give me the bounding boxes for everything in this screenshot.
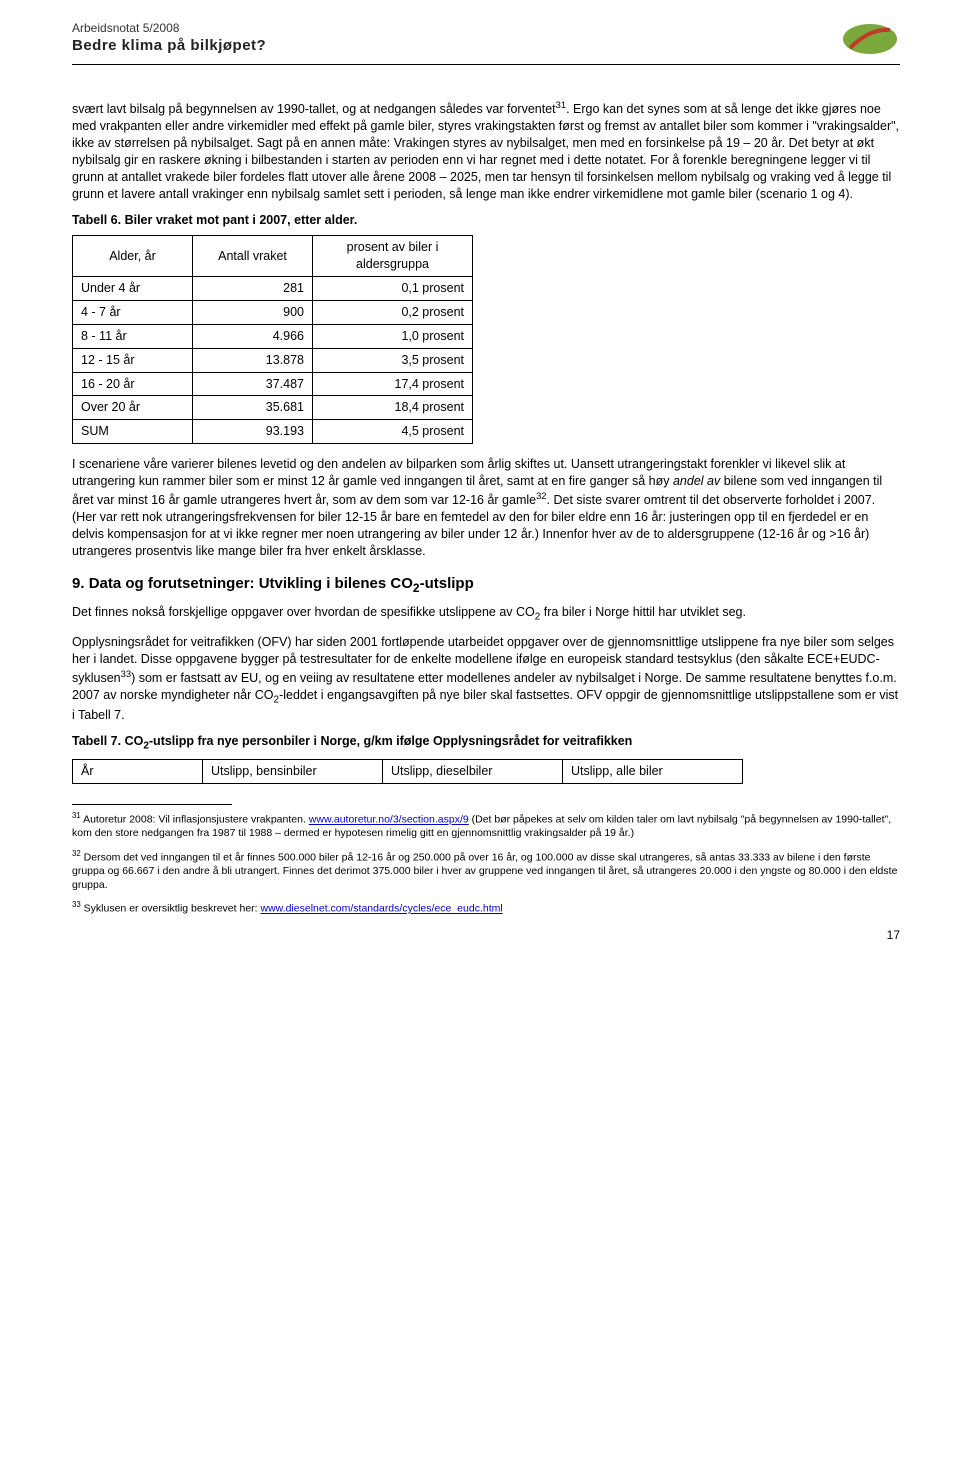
footnote-rule bbox=[72, 804, 232, 805]
table-header: Utslipp, dieselbiler bbox=[383, 760, 563, 784]
table-cell: 900 bbox=[193, 300, 313, 324]
footnote-link[interactable]: www.dieselnet.com/standards/cycles/ece_e… bbox=[261, 903, 503, 915]
footnote-ref: 32 bbox=[536, 491, 546, 501]
table-cell: 93.193 bbox=[193, 420, 313, 444]
footnote-number: 32 bbox=[72, 849, 81, 858]
text: -utslipp fra nye personbiler i Norge, g/… bbox=[149, 734, 632, 748]
table-header: Alder, år bbox=[73, 236, 193, 277]
text: . Ergo kan det synes som at så lenge det… bbox=[72, 102, 899, 200]
table-cell: 1,0 prosent bbox=[313, 324, 473, 348]
footnote-ref: 33 bbox=[121, 669, 131, 679]
text: Autoretur 2008: Vil inflasjonsjustere vr… bbox=[81, 814, 309, 826]
table-cell: 0,1 prosent bbox=[313, 277, 473, 301]
table-title: Tabell 6. Biler vraket mot pant i 2007, … bbox=[72, 212, 900, 229]
text: Dersom det ved inngangen til et år finne… bbox=[72, 852, 897, 891]
table-row: 16 - 20 år37.48717,4 prosent bbox=[73, 372, 473, 396]
table-cell: Under 4 år bbox=[73, 277, 193, 301]
footnote-32: 32 Dersom det ved inngangen til et år fi… bbox=[72, 849, 900, 892]
table-row: 12 - 15 år13.8783,5 prosent bbox=[73, 348, 473, 372]
table-cell: 3,5 prosent bbox=[313, 348, 473, 372]
footnote-33: 33 Syklusen er oversiktlig beskrevet her… bbox=[72, 900, 900, 916]
emphasis: andel av bbox=[673, 474, 720, 488]
body-paragraph: I scenariene våre varierer bilenes levet… bbox=[72, 456, 900, 559]
text: Det finnes nokså forskjellige oppgaver o… bbox=[72, 605, 535, 619]
table-cell: 4.966 bbox=[193, 324, 313, 348]
page-number: 17 bbox=[72, 927, 900, 943]
table-cell: 37.487 bbox=[193, 372, 313, 396]
body-paragraph: Det finnes nokså forskjellige oppgaver o… bbox=[72, 604, 900, 624]
table-cell: 35.681 bbox=[193, 396, 313, 420]
table-header: prosent av biler i aldersgruppa bbox=[313, 236, 473, 277]
text: Syklusen er oversiktlig beskrevet her: bbox=[81, 903, 261, 915]
table-7: ÅrUtslipp, bensinbilerUtslipp, dieselbil… bbox=[72, 759, 743, 784]
footnote-number: 31 bbox=[72, 811, 81, 820]
table-row: 8 - 11 år4.9661,0 prosent bbox=[73, 324, 473, 348]
table-header: Utslipp, alle biler bbox=[563, 760, 743, 784]
table-cell: 4 - 7 år bbox=[73, 300, 193, 324]
table-cell: 16 - 20 år bbox=[73, 372, 193, 396]
table-cell: SUM bbox=[73, 420, 193, 444]
subscript: 2 bbox=[413, 581, 420, 595]
table-cell: 17,4 prosent bbox=[313, 372, 473, 396]
table-header: Antall vraket bbox=[193, 236, 313, 277]
text: svært lavt bilsalg på begynnelsen av 199… bbox=[72, 102, 556, 116]
table-cell: 281 bbox=[193, 277, 313, 301]
table-6: Alder, årAntall vraketprosent av biler i… bbox=[72, 235, 473, 444]
header-note: Arbeidsnotat 5/2008 bbox=[72, 20, 266, 36]
table-header: Utslipp, bensinbiler bbox=[203, 760, 383, 784]
table-cell: 12 - 15 år bbox=[73, 348, 193, 372]
header-text: Arbeidsnotat 5/2008 Bedre klima på bilkj… bbox=[72, 20, 266, 56]
text: Tabell 7. CO bbox=[72, 734, 143, 748]
body-paragraph: svært lavt bilsalg på begynnelsen av 199… bbox=[72, 99, 900, 202]
table-cell: 0,2 prosent bbox=[313, 300, 473, 324]
table-row: SUM93.1934,5 prosent bbox=[73, 420, 473, 444]
table-title: Tabell 7. CO2-utslipp fra nye personbile… bbox=[72, 733, 900, 753]
header-rule bbox=[72, 64, 900, 65]
page-header: Arbeidsnotat 5/2008 Bedre klima på bilkj… bbox=[72, 20, 900, 58]
section-title: -utslipp bbox=[420, 575, 474, 592]
table-cell: 4,5 prosent bbox=[313, 420, 473, 444]
header-title: Bedre klima på bilkjøpet? bbox=[72, 36, 266, 56]
table-cell: 8 - 11 år bbox=[73, 324, 193, 348]
footnote-link[interactable]: www.autoretur.no/3/section.aspx/9 bbox=[309, 814, 469, 826]
body-paragraph: Opplysningsrådet for veitrafikken (OFV) … bbox=[72, 634, 900, 724]
section-title: Data og forutsetninger: Utvikling i bile… bbox=[89, 575, 413, 592]
table-row: Over 20 år35.68118,4 prosent bbox=[73, 396, 473, 420]
table-row: 4 - 7 år9000,2 prosent bbox=[73, 300, 473, 324]
footnote-number: 33 bbox=[72, 900, 81, 909]
table-row: Under 4 år2810,1 prosent bbox=[73, 277, 473, 301]
section-heading: 9. Data og forutsetninger: Utvikling i b… bbox=[72, 574, 900, 596]
section-number: 9. bbox=[72, 575, 85, 592]
footnote-ref: 31 bbox=[556, 100, 566, 110]
table-cell: 18,4 prosent bbox=[313, 396, 473, 420]
logo-icon bbox=[840, 20, 900, 58]
table-header: År bbox=[73, 760, 203, 784]
text: fra biler i Norge hittil har utviklet se… bbox=[540, 605, 746, 619]
table-cell: Over 20 år bbox=[73, 396, 193, 420]
footnote-31: 31 Autoretur 2008: Vil inflasjonsjustere… bbox=[72, 811, 900, 841]
table-cell: 13.878 bbox=[193, 348, 313, 372]
